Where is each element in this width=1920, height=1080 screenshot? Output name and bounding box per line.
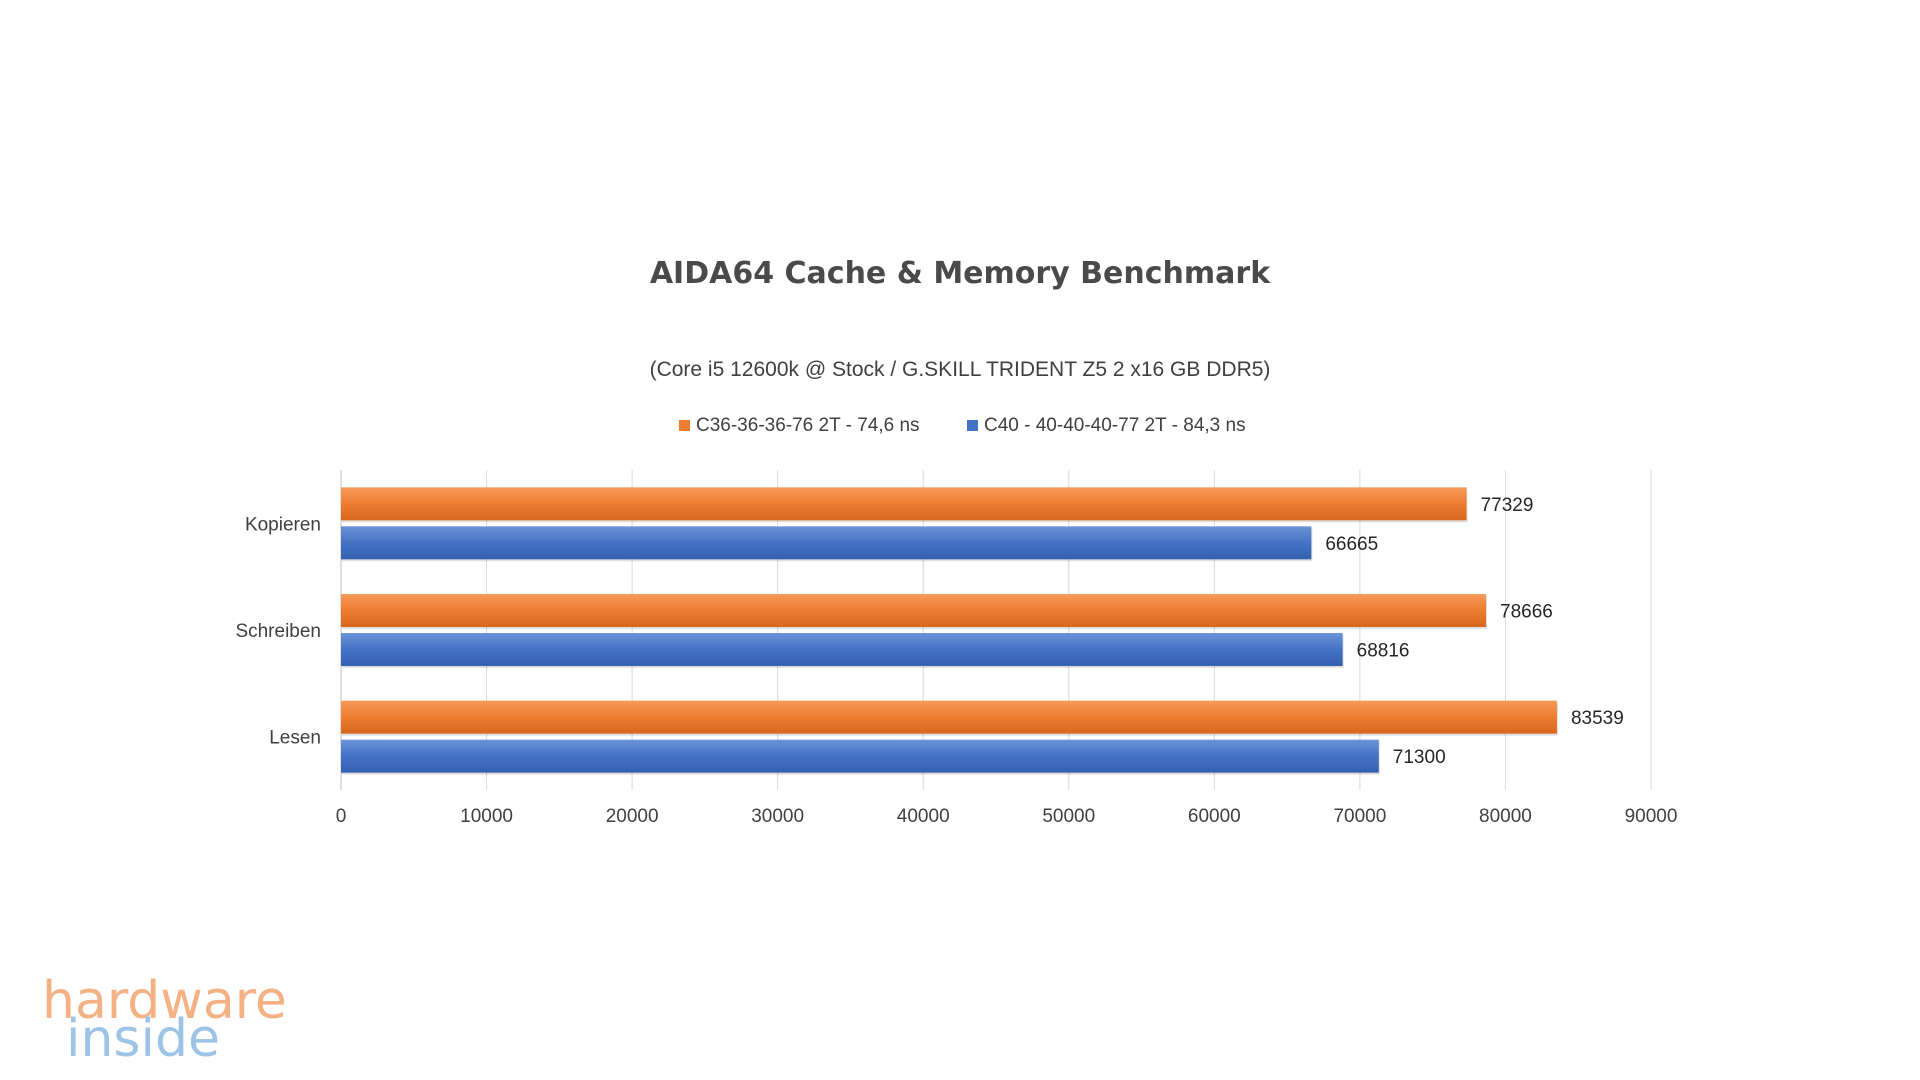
data-label: 78666 — [1500, 602, 1553, 623]
bar-series-1 — [341, 487, 1467, 521]
category-label: Kopieren — [245, 514, 321, 535]
x-tick-label: 30000 — [751, 806, 804, 827]
plot-area: 77329 66665 78666 68816 83539 71300 — [341, 487, 1624, 775]
legend-swatch-series-1 — [679, 420, 690, 431]
watermark-line-2: inside — [66, 1009, 220, 1069]
data-label: 66665 — [1325, 534, 1378, 555]
chart-subtitle: (Core i5 12600k @ Stock / G.SKILL TRIDEN… — [650, 358, 1271, 381]
x-tick-label: 90000 — [1625, 806, 1678, 827]
data-label: 77329 — [1481, 495, 1534, 516]
watermark-line-1: hardware — [42, 971, 287, 1031]
x-tick-label: 60000 — [1188, 806, 1241, 827]
bar-series-1 — [341, 700, 1557, 734]
legend-swatch-series-2 — [967, 420, 978, 431]
x-tick-label: 50000 — [1042, 806, 1095, 827]
gridlines — [340, 470, 1652, 790]
x-tick-label: 70000 — [1333, 806, 1386, 827]
x-tick-label: 20000 — [606, 806, 659, 827]
x-axis-ticks: 0 10000 20000 30000 40000 50000 60000 70000 8000… — [336, 806, 1678, 827]
chart-title: AIDA64 Cache & Memory Benchmark — [650, 256, 1271, 291]
x-tick-label: 40000 — [897, 806, 950, 827]
category-label: Lesen — [269, 728, 321, 749]
bar-series-1 — [341, 594, 1487, 627]
x-tick-label: 80000 — [1479, 806, 1532, 827]
bar-series-2 — [341, 526, 1312, 560]
x-tick-label: 0 — [336, 806, 347, 827]
x-tick-label: 10000 — [460, 806, 513, 827]
y-axis-categories: Kopieren Schreiben Lesen — [235, 514, 321, 748]
category-label: Schreiben — [235, 621, 321, 642]
watermark-logo: hardware inside — [42, 971, 287, 1069]
legend-label-series-1: C36-36-36-76 2T - 74,6 ns — [696, 415, 920, 436]
data-label: 68816 — [1357, 641, 1410, 662]
data-label: 71300 — [1393, 747, 1446, 768]
legend-label-series-2: C40 - 40-40-40-77 2T - 84,3 ns — [984, 415, 1246, 436]
data-label: 83539 — [1571, 708, 1624, 729]
bar-series-2 — [341, 739, 1379, 773]
legend: C36-36-36-76 2T - 74,6 ns C40 - 40-40-40… — [679, 415, 1246, 436]
bar-series-2 — [341, 633, 1343, 666]
